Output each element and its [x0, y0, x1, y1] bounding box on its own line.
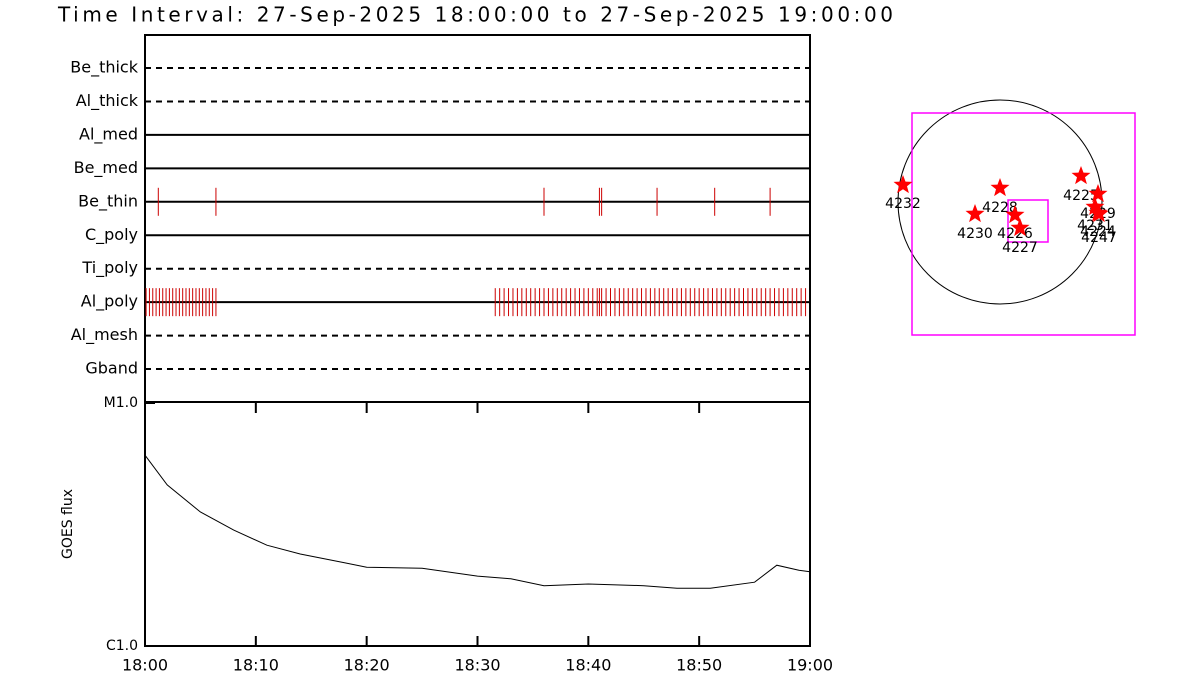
row-label: C_poly: [85, 225, 138, 245]
region-marker: [893, 175, 913, 194]
row-label: Al_med: [79, 124, 138, 144]
region-marker: [1071, 166, 1091, 185]
region-marker: [1085, 197, 1105, 216]
region-label: 4247: [1081, 230, 1117, 246]
x-tick-label: 18:10: [233, 656, 279, 675]
row-label: Al_thick: [76, 91, 139, 111]
region-label: 4224: [1080, 224, 1116, 240]
x-tick-label: 18:00: [122, 656, 168, 675]
row-label: Be_thick: [70, 58, 138, 78]
region-marker: [1010, 218, 1030, 237]
solar-disk: [897, 99, 1103, 305]
y-axis-label: GOES flux: [60, 489, 76, 559]
goes-curve: [144, 454, 811, 589]
fov-box: [911, 112, 1136, 336]
region-marker: [990, 178, 1010, 197]
y-tick-label: C1.0: [106, 638, 138, 654]
x-tick-label: 18:40: [565, 656, 611, 675]
x-tick-label: 18:20: [344, 656, 390, 675]
x-tick-label: 18:50: [676, 656, 722, 675]
row-label: Gband: [85, 359, 138, 378]
row-label: Al_poly: [81, 292, 138, 312]
region-label: 4227: [1002, 240, 1038, 256]
region-label: 4231: [1077, 218, 1113, 234]
region-marker: [1088, 184, 1108, 203]
region-marker: [1089, 204, 1109, 223]
region-marker: [965, 204, 985, 223]
row-label: Al_mesh: [71, 325, 138, 345]
x-tick-label: 18:30: [454, 656, 500, 675]
region-marker: [1005, 205, 1025, 224]
fov-box-small: [1007, 199, 1049, 243]
y-tick-label: M1.0: [104, 395, 138, 411]
x-tick-label: 19:00: [787, 656, 833, 675]
row-label: Be_thin: [78, 191, 138, 211]
region-label: 4230: [957, 226, 993, 242]
row-label: Ti_poly: [81, 258, 138, 278]
row-label: Be_med: [74, 158, 138, 178]
region-label: 4232: [885, 196, 921, 212]
